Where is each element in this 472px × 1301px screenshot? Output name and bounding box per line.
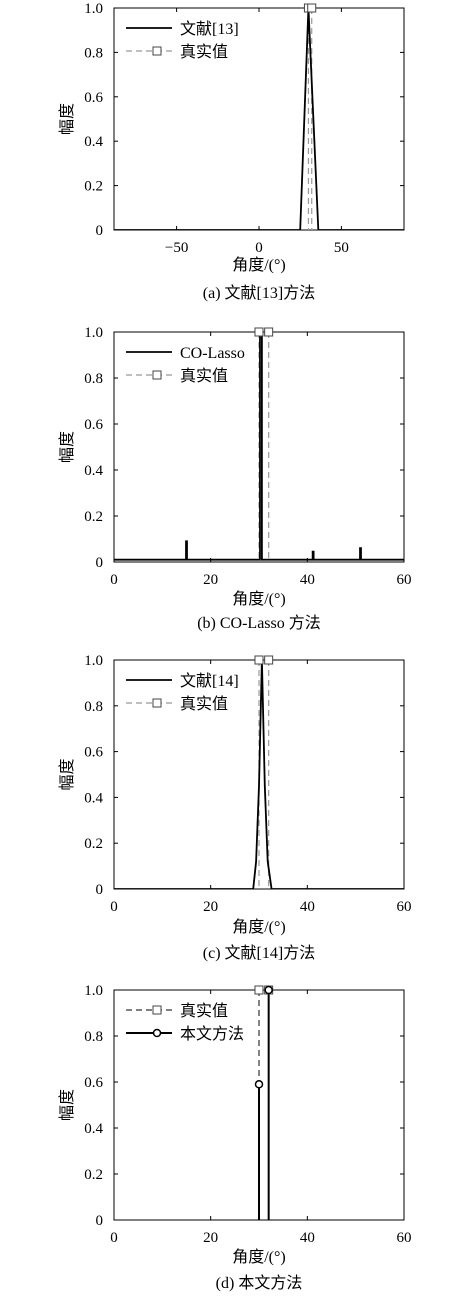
x-tick-label: 50 bbox=[334, 240, 349, 256]
chart-panel-a: 0 0.2 0.4 0.6 0.8 1.0 −50 0 50 角度/(°) 幅度 (a) 文献[13]… bbox=[58, 1, 405, 302]
y-axis-label: 幅度 bbox=[58, 1089, 76, 1121]
y-tick-label: 0 bbox=[96, 223, 104, 239]
panel-caption: (b) CO-Lasso 方法 bbox=[197, 614, 321, 632]
x-axis-label: 角度/(°) bbox=[232, 590, 286, 608]
y-axis-label: 幅度 bbox=[58, 758, 76, 790]
x-tick-label: −50 bbox=[165, 240, 188, 256]
y-tick-label: 0.2 bbox=[84, 836, 103, 852]
x-tick-label: 40 bbox=[300, 1230, 315, 1246]
x-tick-label: 0 bbox=[110, 1230, 118, 1246]
series-line bbox=[114, 332, 404, 561]
x-tick-label: 40 bbox=[300, 899, 315, 915]
true-value-marker bbox=[254, 655, 264, 665]
y-tick-label: 0.8 bbox=[84, 45, 103, 61]
x-tick-label: 20 bbox=[203, 1230, 218, 1246]
y-tick-label: 0.2 bbox=[84, 1167, 103, 1183]
panel-caption: (d) 本文方法 bbox=[216, 1274, 303, 1292]
legend-label: 文献[13] bbox=[180, 20, 239, 38]
legend-square-marker bbox=[152, 46, 162, 56]
x-axis-label: 角度/(°) bbox=[232, 1248, 286, 1266]
y-tick-label: 0 bbox=[96, 555, 104, 571]
y-tick-label: 0.2 bbox=[84, 509, 103, 525]
legend-label: 真实值 bbox=[180, 367, 228, 385]
true-value-marker bbox=[264, 655, 274, 665]
stem-marker bbox=[264, 985, 273, 995]
y-tick-label: 0.4 bbox=[84, 1121, 103, 1137]
legend-label: 文献[14] bbox=[180, 672, 239, 690]
series-line bbox=[114, 8, 404, 230]
y-tick-label: 1.0 bbox=[84, 1, 103, 17]
x-tick-label: 60 bbox=[397, 899, 412, 915]
plot-area bbox=[258, 990, 270, 1220]
x-tick-label: 0 bbox=[255, 240, 263, 256]
legend-label: 本文方法 bbox=[180, 1025, 244, 1043]
stem-marker bbox=[254, 1080, 264, 1089]
x-tick-label: 60 bbox=[397, 572, 412, 588]
plot-area bbox=[114, 660, 404, 889]
x-tick-label: 0 bbox=[110, 572, 118, 588]
legend: 文献[13] 真实值 bbox=[126, 20, 239, 61]
legend-square-marker bbox=[152, 1005, 162, 1015]
legend-square-marker bbox=[152, 698, 162, 708]
legend-square-marker bbox=[152, 370, 162, 380]
chart-panel-b: 0 0.2 0.4 0.6 0.8 1.0 0 20 40 60 角度/(°) 幅度 (b) CO-La… bbox=[58, 325, 412, 632]
y-tick-label: 1.0 bbox=[84, 983, 103, 999]
legend: CO-Lasso 真实值 bbox=[126, 345, 245, 385]
legend: 文献[14] 真实值 bbox=[126, 672, 239, 713]
axes-frame bbox=[113, 7, 405, 231]
plot-area bbox=[114, 332, 404, 562]
x-tick-label: 40 bbox=[300, 572, 315, 588]
panel-caption: (c) 文献[14]方法 bbox=[203, 944, 315, 962]
series-line bbox=[114, 660, 404, 889]
legend-label: 真实值 bbox=[180, 1002, 228, 1020]
true-value-marker bbox=[307, 3, 317, 13]
true-value-marker bbox=[254, 985, 264, 995]
plot-area bbox=[114, 8, 404, 230]
x-axis-label: 角度/(°) bbox=[232, 256, 286, 274]
legend-circle-marker bbox=[152, 1028, 162, 1038]
y-tick-label: 0 bbox=[96, 882, 104, 898]
y-tick-label: 1.0 bbox=[84, 325, 103, 341]
true-value-marker bbox=[264, 327, 274, 337]
y-tick-label: 0.6 bbox=[84, 1075, 103, 1091]
y-tick-label: 0.4 bbox=[84, 790, 103, 806]
legend-label: 真实值 bbox=[180, 43, 228, 61]
true-value-marker bbox=[254, 327, 264, 337]
y-tick-label: 0.8 bbox=[84, 699, 103, 715]
y-tick-label: 1.0 bbox=[84, 653, 103, 669]
x-tick-label: 0 bbox=[110, 899, 118, 915]
y-tick-label: 0.2 bbox=[84, 179, 103, 195]
x-tick-label: 60 bbox=[397, 1230, 412, 1246]
y-tick-label: 0.8 bbox=[84, 371, 103, 387]
y-tick-label: 0.4 bbox=[84, 134, 103, 150]
chart-panel-c: 0 0.2 0.4 0.6 0.8 1.0 0 20 40 60 角度/(°) 幅度 (c) 文献[14… bbox=[58, 653, 412, 962]
chart-panel-d: 0 0.2 0.4 0.6 0.8 1.0 0 20 40 60 角度/(°) 幅度 (d) 本文方法 真… bbox=[58, 983, 412, 1292]
x-tick-label: 20 bbox=[203, 899, 218, 915]
x-tick-label: 20 bbox=[203, 572, 218, 588]
y-axis-label: 幅度 bbox=[58, 103, 76, 135]
y-tick-label: 0.6 bbox=[84, 90, 103, 106]
y-tick-label: 0.8 bbox=[84, 1029, 103, 1045]
x-axis-label: 角度/(°) bbox=[232, 918, 286, 936]
y-tick-label: 0 bbox=[96, 1213, 104, 1229]
panel-caption: (a) 文献[13]方法 bbox=[203, 284, 315, 302]
y-tick-label: 0.6 bbox=[84, 417, 103, 433]
y-tick-label: 0.4 bbox=[84, 463, 103, 479]
legend-label: 真实值 bbox=[180, 695, 228, 713]
y-tick-label: 0.6 bbox=[84, 745, 103, 761]
legend-label: CO-Lasso bbox=[180, 345, 245, 362]
y-axis-label: 幅度 bbox=[58, 431, 76, 463]
